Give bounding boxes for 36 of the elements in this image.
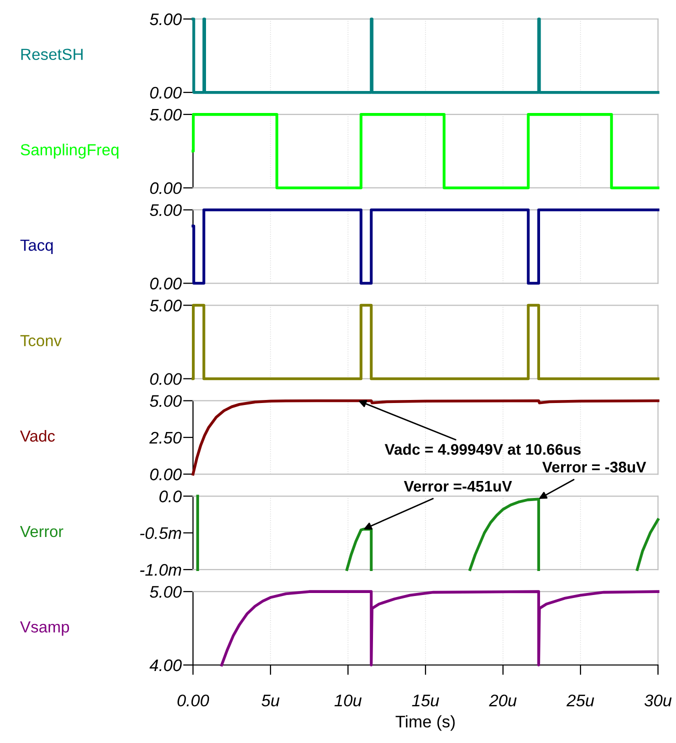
y-tick-label: 0.00 <box>150 373 182 385</box>
y-tick-label: -1.0m <box>140 564 182 576</box>
x-tick-label: 15u <box>412 694 440 706</box>
y-tick-label: 5.00 <box>150 108 182 121</box>
y-tick-label: 5.00 <box>150 395 182 407</box>
y-tick-label: 5.00 <box>150 204 182 216</box>
x-tick-label: 30u <box>644 694 672 706</box>
x-axis-title: Time (s) <box>396 715 455 731</box>
line-series <box>220 590 660 666</box>
y-axis-title: Vsamp <box>20 621 70 636</box>
y-axis-title: Vadc <box>20 430 55 442</box>
y-axis-title: Tconv <box>20 335 62 346</box>
y-tick-label: 0.00 <box>150 182 182 194</box>
x-tick-label: 20u <box>489 694 517 706</box>
y-axis-title: Tacq <box>20 240 53 254</box>
annotation: Vadc = 4.99949V at 10.66us <box>384 444 581 455</box>
annotation: Verror =-451uV <box>404 481 512 492</box>
x-tick-label: 0.00 <box>178 694 210 706</box>
y-tick-label: 5.00 <box>150 13 182 26</box>
y-tick-label: 0.00 <box>150 468 182 480</box>
annotation: Verror = -38uV <box>542 462 646 472</box>
y-tick-label: 5.00 <box>150 300 182 312</box>
y-tick-label: 0.00 <box>150 278 182 290</box>
y-tick-label: 4.00 <box>150 659 182 672</box>
line-series <box>192 399 660 476</box>
y-axis-title: Verror <box>20 526 64 538</box>
y-tick-label: 2.50 <box>149 432 182 444</box>
x-tick-label: 10u <box>334 694 362 706</box>
y-tick-label: 0.0 <box>159 490 182 502</box>
y-axis-title: ResetSH <box>21 48 83 60</box>
y-axis-title: SamplingFreq <box>20 144 118 159</box>
y-tick-label: -0.5m <box>140 527 182 540</box>
x-tick-label: 25u <box>566 694 594 706</box>
y-tick-label: 5.00 <box>150 586 182 598</box>
x-tick-label: 5u <box>262 694 280 706</box>
y-tick-label: 0.00 <box>150 86 182 99</box>
